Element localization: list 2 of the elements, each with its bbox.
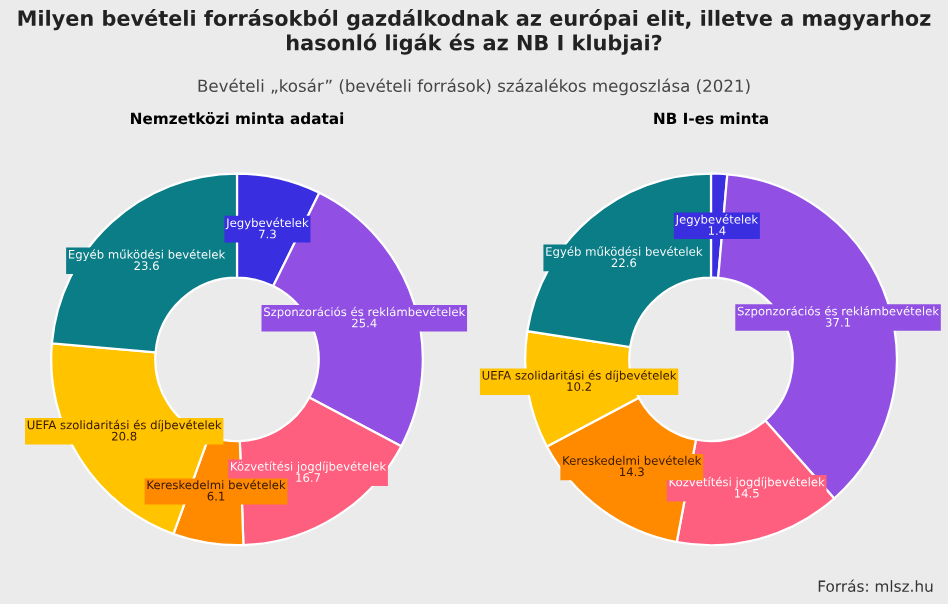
chart-title: Milyen bevételi forrásokból gazdálkodnak az európai elit, illetve a magyarhoz hasonló ligák és az NB I klubjai? <box>18 9 931 55</box>
chart-subtitle: Bevételi „kosár” (bevételi források) százalékos megoszlása (2021) <box>198 78 750 96</box>
